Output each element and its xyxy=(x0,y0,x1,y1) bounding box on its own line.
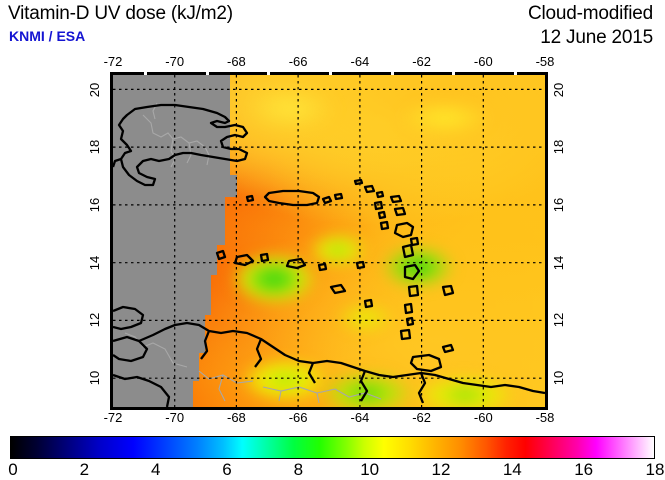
y-tick-left: 12 xyxy=(87,312,103,328)
cloud-patch-east-14n xyxy=(381,245,455,289)
colorbar-tick: 16 xyxy=(574,460,594,479)
high-uv-patch-north xyxy=(399,101,491,135)
x-tick-bottom: -68 xyxy=(226,410,246,425)
cloud-patch-venezuela-west xyxy=(239,357,331,403)
y-tick-right: 18 xyxy=(551,139,567,155)
x-tick-top: -62 xyxy=(412,54,431,69)
graticule-layer xyxy=(113,75,545,407)
x-tick-bottom: -60 xyxy=(473,410,493,425)
y-tick-right: 20 xyxy=(551,82,567,98)
x-tick-bottom: -62 xyxy=(412,410,431,425)
colorbar-tick: 4 xyxy=(150,460,161,479)
x-tick-bottom: -58 xyxy=(535,410,555,425)
y-tick-left: 14 xyxy=(87,255,103,271)
cloud-patch-venezuela-east xyxy=(413,375,517,407)
coastline-layer xyxy=(113,103,545,407)
y-tick-left: 20 xyxy=(87,82,103,98)
y-tick-left: 16 xyxy=(87,197,103,213)
admin-borders-layer xyxy=(124,102,382,404)
chart-header: Vitamin-D UV dose (kJ/m2) KNMI / ESA Clo… xyxy=(0,0,665,52)
x-tick-top: -60 xyxy=(473,54,493,69)
y-tick-right: 16 xyxy=(551,197,567,213)
x-tick-bottom: -64 xyxy=(350,410,370,425)
colorbar-tick: 0 xyxy=(8,460,18,479)
colorbar-tick: 12 xyxy=(431,460,451,479)
product-date: 12 June 2015 xyxy=(540,27,653,48)
x-tick-top: -72 xyxy=(103,54,123,69)
colorbar-gradient xyxy=(10,436,655,459)
product-subtitle: Cloud-modified xyxy=(528,3,653,24)
x-tick-bottom: -70 xyxy=(165,410,185,425)
x-tick-top: -70 xyxy=(165,54,185,69)
page-title: Vitamin-D UV dose (kJ/m2) xyxy=(8,3,233,24)
x-tick-top: -58 xyxy=(535,54,555,69)
colorbar-tick: 10 xyxy=(360,460,380,479)
map-overlay xyxy=(113,75,545,407)
y-tick-right: 10 xyxy=(551,370,567,386)
colorbar-tick: 14 xyxy=(502,460,522,479)
y-tick-right: 12 xyxy=(551,312,567,328)
y-tick-right: 14 xyxy=(551,255,567,271)
high-uv-patch-northwest xyxy=(247,89,335,129)
x-tick-top: -68 xyxy=(226,54,246,69)
map-canvas xyxy=(113,75,545,407)
source-credit: KNMI / ESA xyxy=(9,28,86,44)
colorbar-tick: 6 xyxy=(222,460,232,479)
colorbar-tick: 8 xyxy=(293,460,304,479)
y-tick-left: 10 xyxy=(87,370,103,386)
x-tick-bottom: -72 xyxy=(103,410,123,425)
x-tick-top: -64 xyxy=(350,54,370,69)
y-tick-left: 18 xyxy=(87,139,103,155)
colorbar-legend: 0 2 4 6 8 10 12 14 16 18 xyxy=(8,436,664,480)
x-tick-bottom: -66 xyxy=(288,410,308,425)
map-plot: -72 -70 -68 -66 -64 -62 -60 -58 -72 -70 … xyxy=(87,55,566,425)
colorbar-tick: 2 xyxy=(79,460,90,479)
cloud-patch-north-14n xyxy=(309,233,367,267)
colorbar-tick: 18 xyxy=(645,460,665,479)
x-tick-top: -66 xyxy=(288,54,308,69)
